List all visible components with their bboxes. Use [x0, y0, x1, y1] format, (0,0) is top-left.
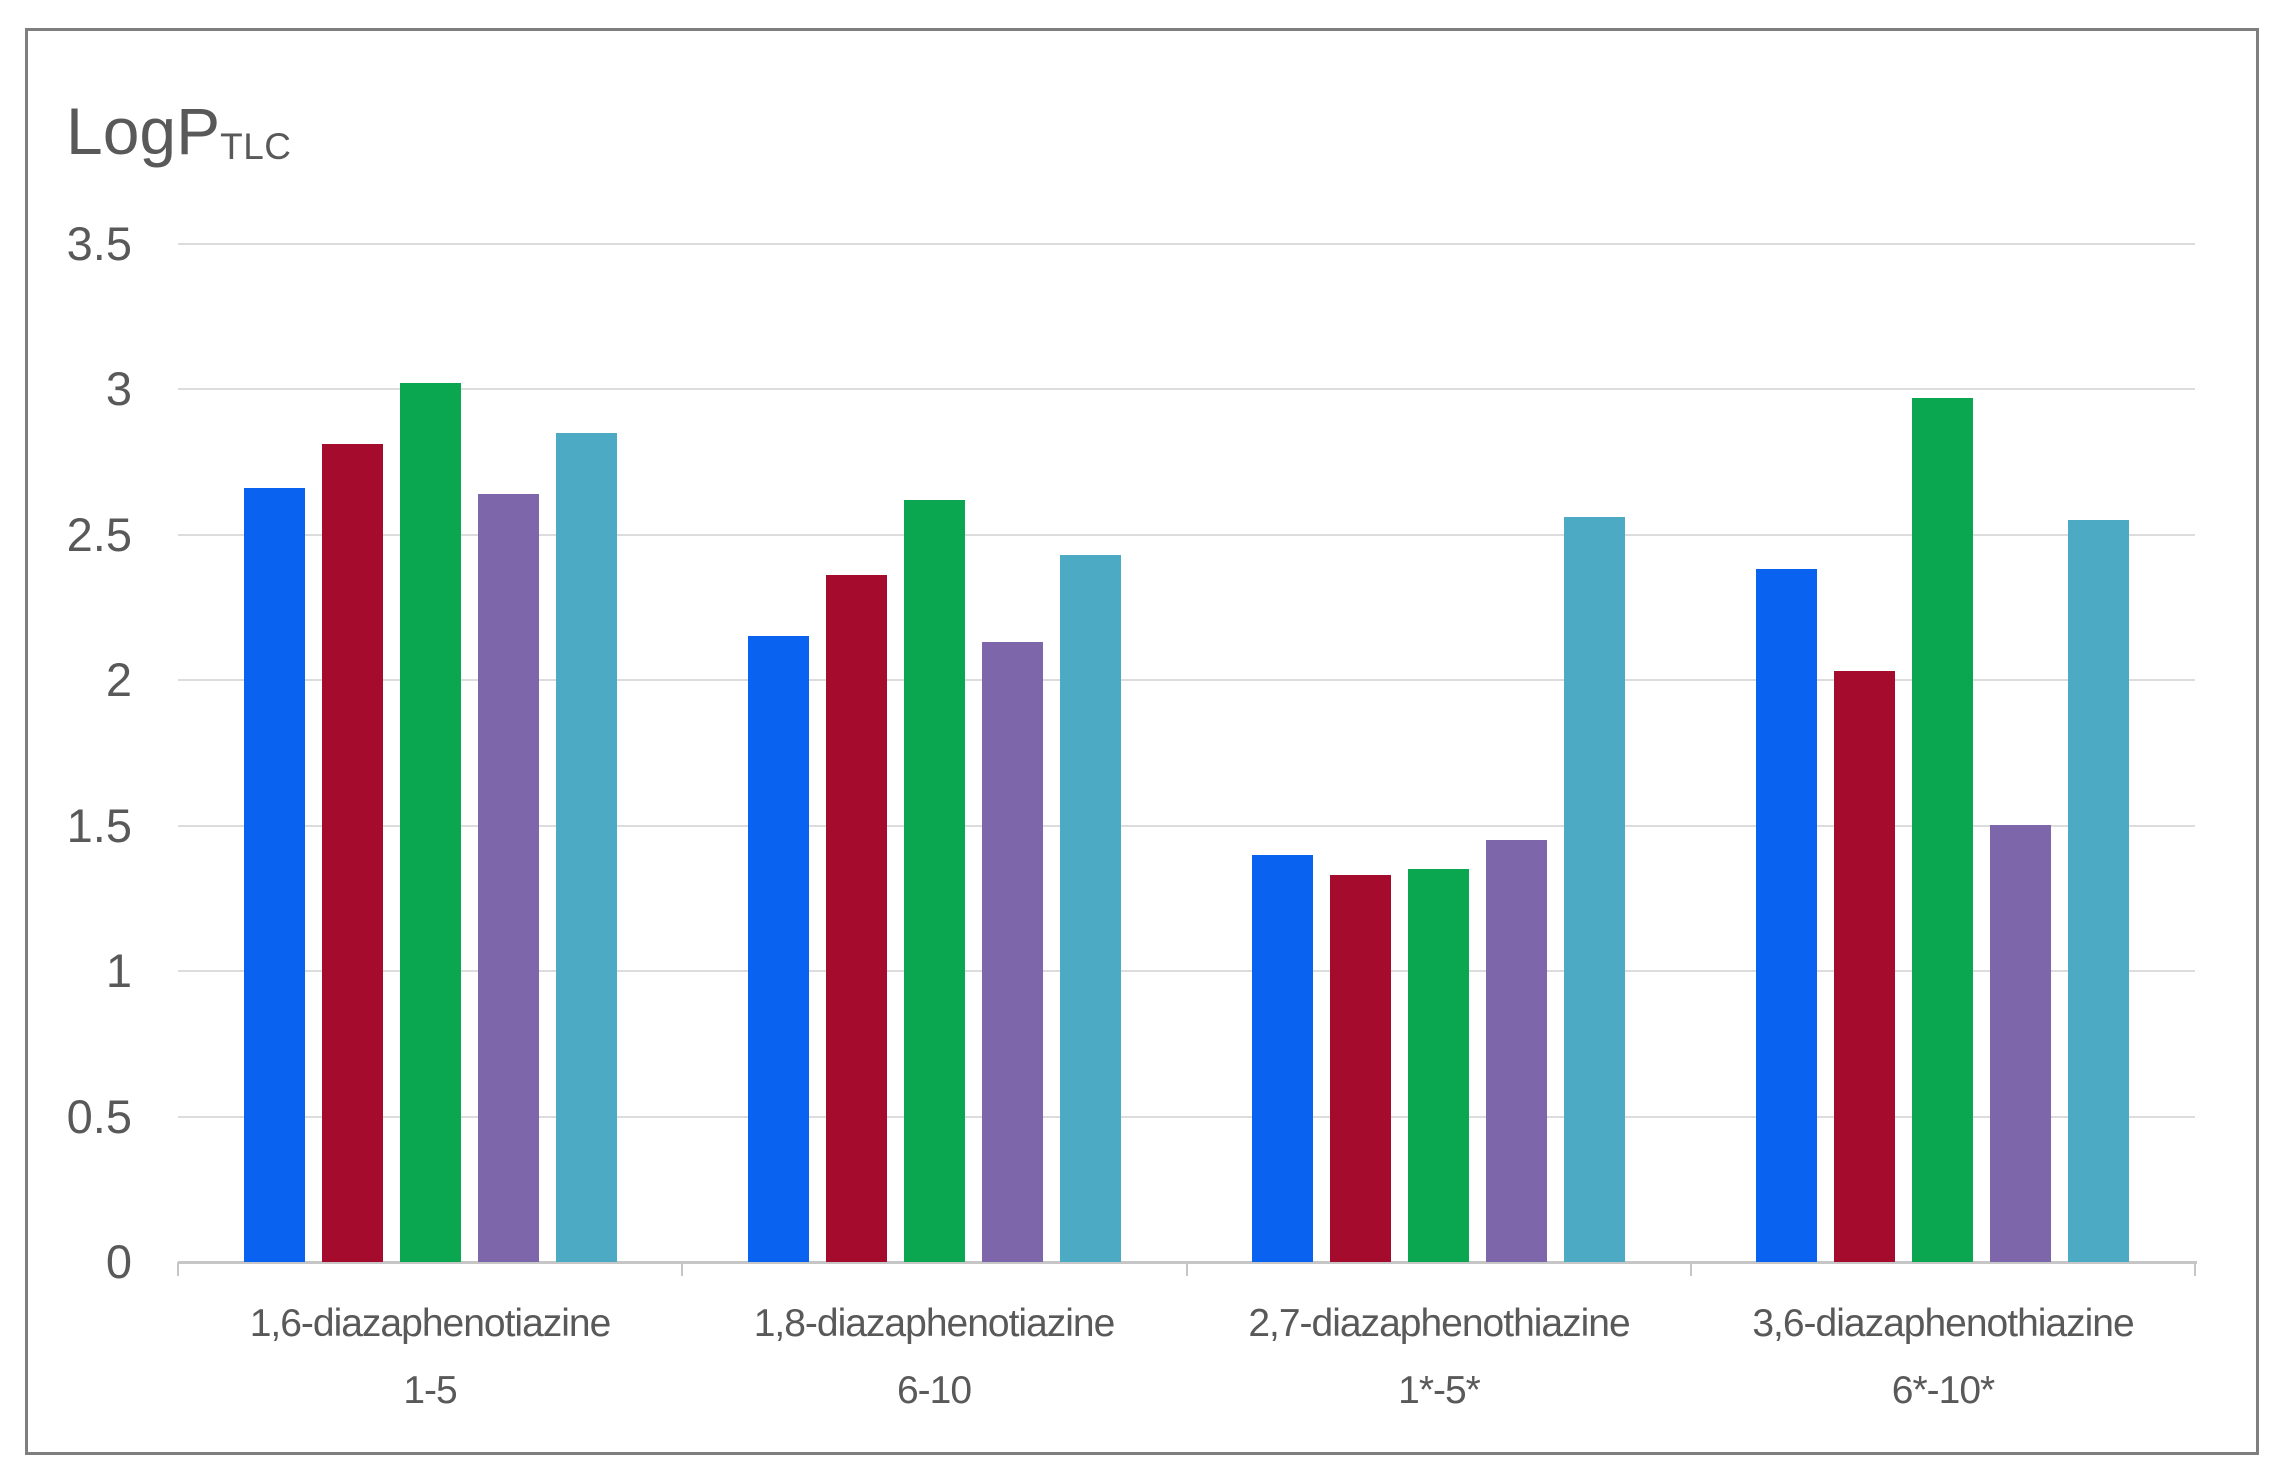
- category-label: 3,6-diazaphenothiazine 6*-10*: [1691, 1290, 2195, 1424]
- bar-c4-s5: [2068, 520, 2129, 1262]
- chart-title-text: LogP: [66, 94, 221, 168]
- category-name: 1,8-diazaphenotiazine: [753, 1302, 1116, 1345]
- bar-c1-s1: [244, 488, 305, 1262]
- x-axis-tick: [681, 1262, 684, 1276]
- category-label: 1,6-diazaphenotiazine 1-5: [178, 1290, 682, 1424]
- x-axis-tick: [177, 1262, 179, 1276]
- category-range: 1-5: [403, 1369, 457, 1412]
- bar-c4-s2: [1834, 671, 1895, 1262]
- gridline: [178, 679, 2195, 681]
- bar-c1-s2: [322, 444, 383, 1262]
- category-name: 3,6-diazaphenothiazine: [1752, 1302, 2134, 1345]
- bar-c2-s3: [904, 500, 965, 1262]
- y-axis-tick-label: 3.5: [66, 216, 132, 270]
- gridline: [178, 388, 2195, 390]
- bar-c4-s4: [1990, 825, 2051, 1262]
- gridline: [178, 533, 2195, 536]
- gridline: [178, 242, 2195, 245]
- bar-c2-s2: [826, 575, 887, 1262]
- bar-c3-s2: [1330, 875, 1391, 1262]
- category-name: 2,7-diazaphenothiazine: [1248, 1302, 1630, 1345]
- chart-title: LogPTLC: [66, 98, 291, 175]
- category-label: 2,7-diazaphenothiazine 1*-5*: [1187, 1290, 1691, 1424]
- y-axis-tick-label: 2.5: [66, 507, 132, 561]
- bar-c1-s3: [400, 383, 461, 1262]
- bar-c2-s5: [1060, 555, 1121, 1262]
- category-label: 1,8-diazaphenotiazine 6-10: [682, 1290, 1186, 1424]
- x-axis-line: [178, 1261, 2197, 1264]
- category-range: 6*-10*: [1891, 1369, 1995, 1412]
- x-axis-tick: [1689, 1262, 1692, 1276]
- y-axis-tick-label: 0.5: [66, 1089, 132, 1143]
- y-axis-tick-label: 1.5: [66, 798, 132, 852]
- category-range: 6-10: [896, 1369, 972, 1412]
- bar-c2-s4: [982, 642, 1043, 1262]
- bar-c1-s5: [556, 433, 617, 1262]
- gridline: [178, 1115, 2195, 1118]
- bar-c2-s1: [748, 636, 809, 1262]
- bar-c1-s4: [478, 494, 539, 1262]
- category-range: 1*-5*: [1398, 1369, 1481, 1412]
- x-axis-tick: [1185, 1262, 1188, 1276]
- bar-c4-s1: [1756, 569, 1817, 1262]
- category-name: 1,6-diazaphenotiazine: [249, 1302, 612, 1345]
- y-axis-tick-label: 1: [105, 944, 132, 997]
- y-axis-tick-label: 0: [105, 1235, 132, 1288]
- bar-c3-s3: [1408, 869, 1469, 1262]
- bar-c3-s1: [1252, 855, 1313, 1262]
- y-axis-tick-label: 3: [105, 362, 132, 415]
- y-axis-tick-label: 2: [105, 653, 132, 706]
- gridline: [178, 970, 2195, 972]
- bar-c3-s4: [1486, 840, 1547, 1262]
- gridline: [178, 824, 2195, 827]
- x-axis-tick: [2194, 1262, 2196, 1276]
- bar-c3-s5: [1564, 517, 1625, 1262]
- chart-title-subscript: TLC: [220, 125, 292, 167]
- bar-c4-s3: [1912, 398, 1973, 1262]
